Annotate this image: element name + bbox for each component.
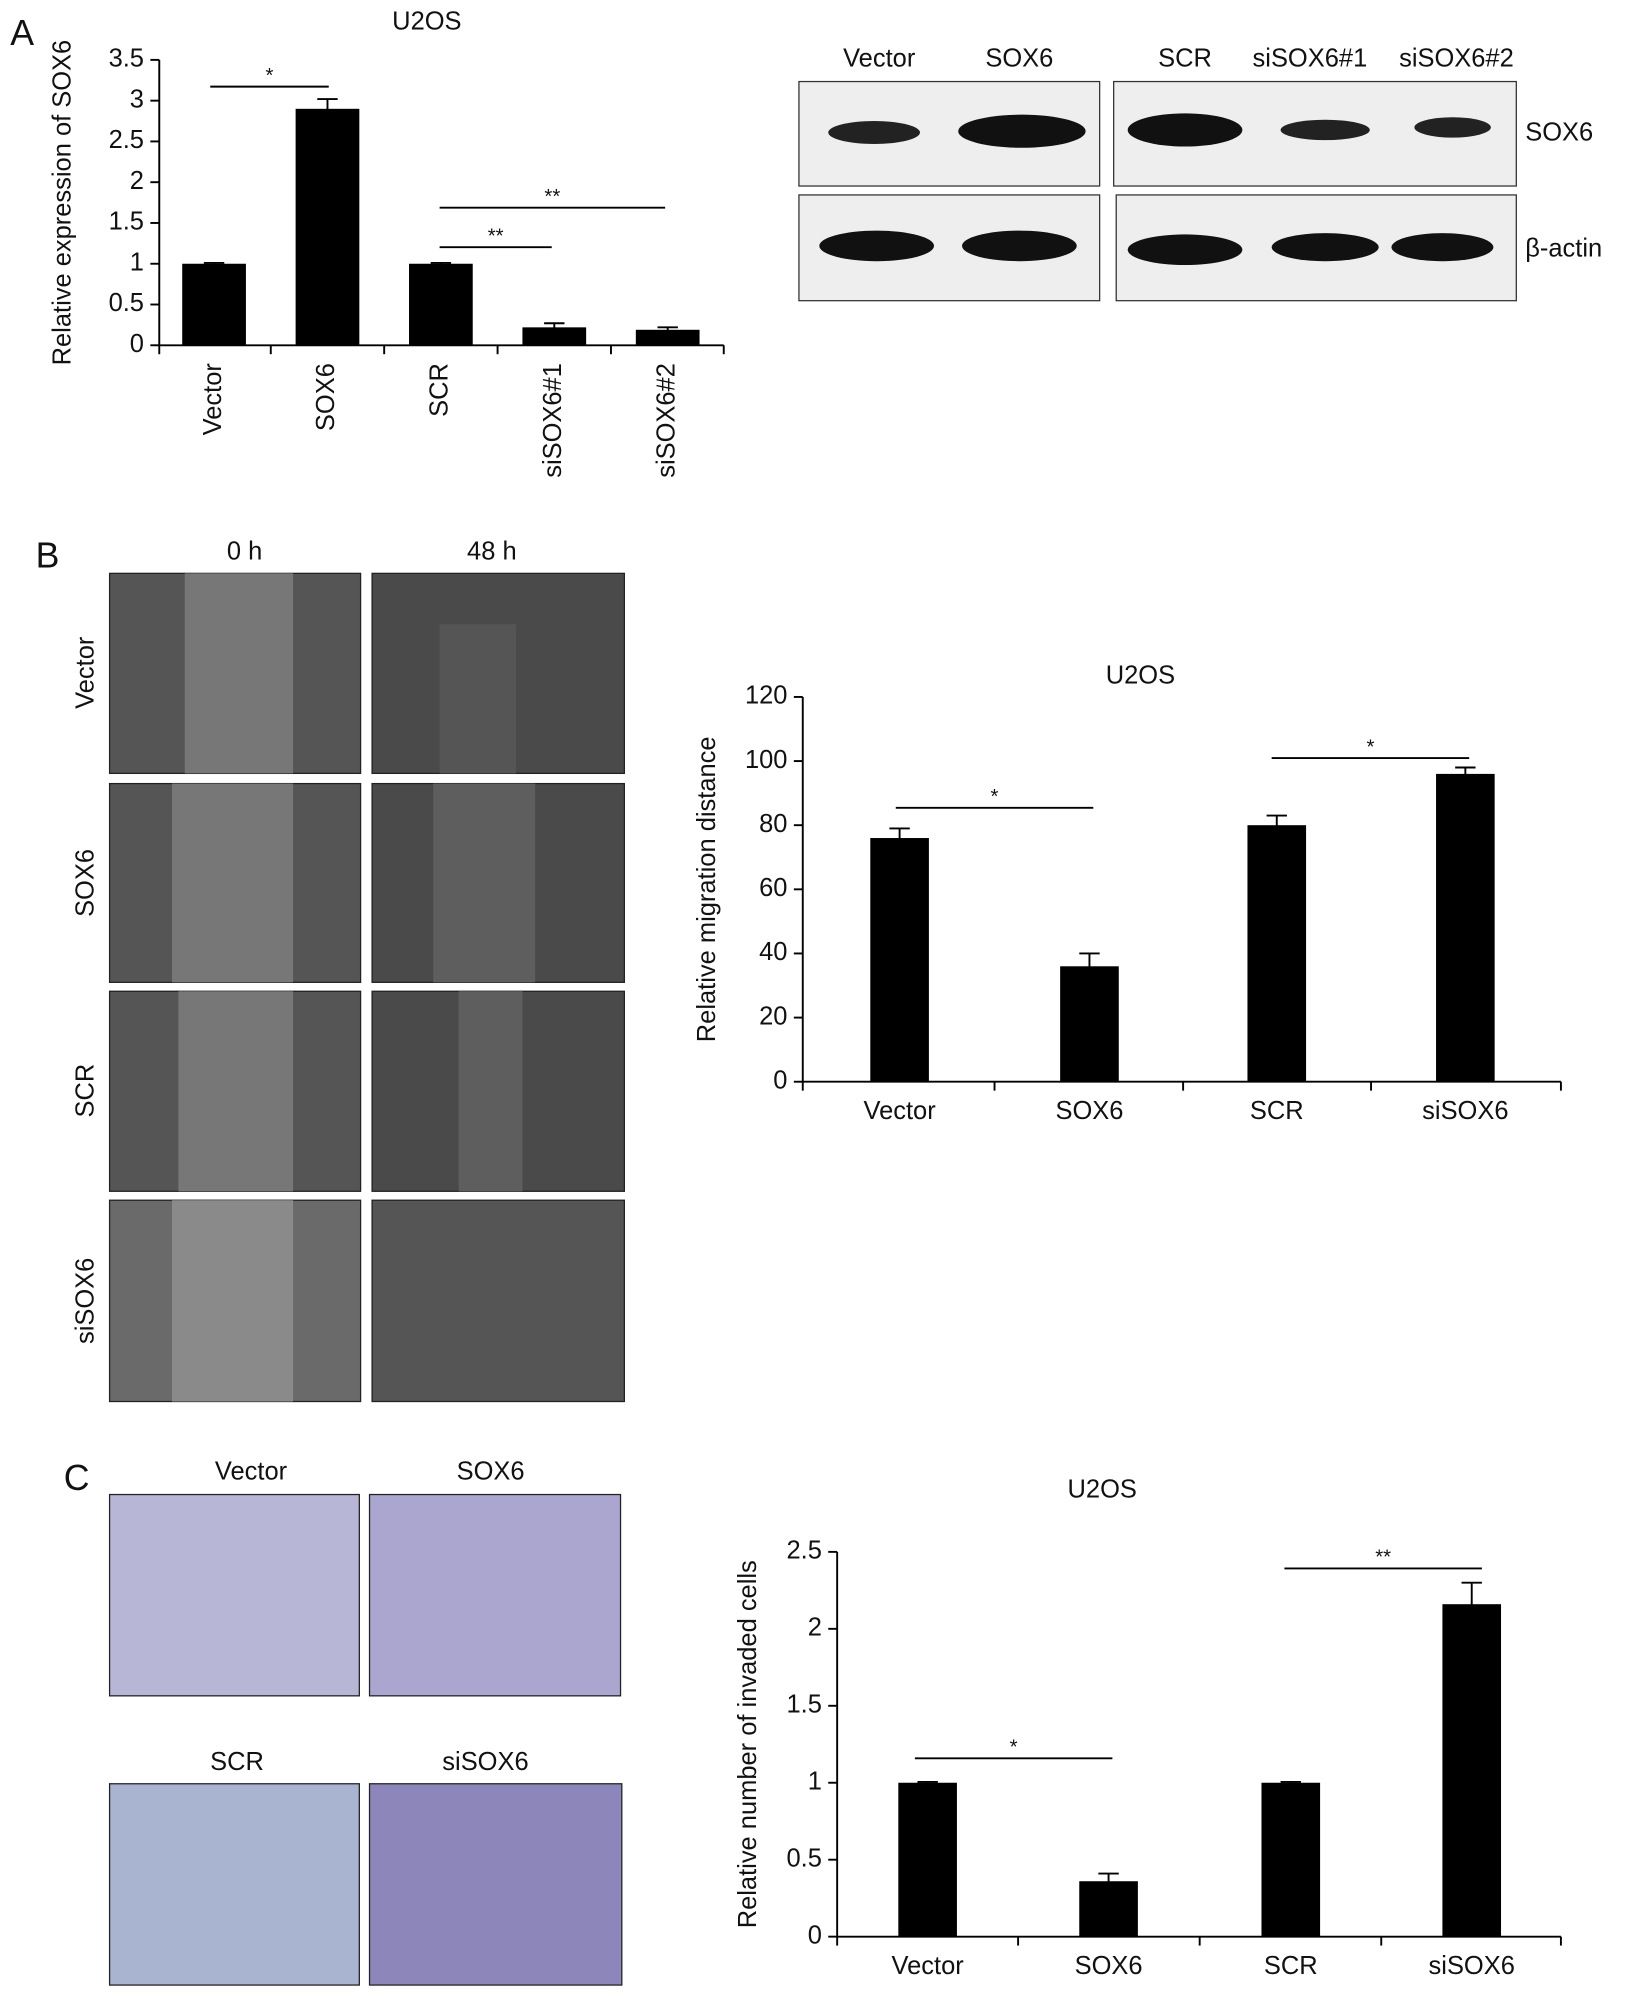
time-label: 0 h: [227, 538, 262, 566]
panel-label: B: [36, 535, 60, 575]
y-tick-label: 3: [130, 85, 144, 113]
significance-label: **: [544, 186, 560, 208]
blot-band: [1127, 234, 1243, 266]
panel-label: A: [10, 13, 34, 53]
chart-title: U2OS: [1068, 1475, 1137, 1503]
y-tick-label: 0: [130, 330, 144, 358]
blot-band: [828, 121, 920, 144]
significance-label: **: [1375, 1547, 1391, 1569]
chart-title: U2OS: [392, 8, 461, 36]
blot-band: [1127, 113, 1243, 147]
wound-images: [108, 572, 626, 1403]
x-tick-label: SCR: [1250, 1097, 1304, 1125]
significance-label: *: [1010, 1736, 1018, 1758]
x-tick-label: SOX6: [312, 363, 340, 431]
x-tick-label: SCR: [426, 363, 454, 417]
row-label: siSOX6: [71, 1258, 99, 1344]
image-label: siSOX6: [442, 1748, 528, 1776]
x-tick-label: siSOX6: [1429, 1952, 1515, 1980]
significance-label: *: [1366, 736, 1374, 758]
y-tick-label: 0.5: [109, 289, 144, 317]
bar: [635, 329, 700, 346]
y-tick-label: 0.5: [786, 1844, 821, 1872]
invasion-images: [108, 1493, 623, 1986]
x-tick-label: SOX6: [1055, 1097, 1123, 1125]
significance-label: *: [266, 65, 274, 87]
lane-label: SOX6: [985, 45, 1053, 73]
time-label: 48 h: [467, 538, 517, 566]
image-label: SCR: [210, 1748, 264, 1776]
x-tick-label: siSOX6: [1422, 1097, 1508, 1125]
y-tick-label: 2: [808, 1614, 822, 1642]
x-tick-label: Vector: [892, 1952, 965, 1980]
blot-band: [1271, 233, 1379, 262]
y-tick-label: 0: [773, 1066, 787, 1094]
x-tick-label: Vector: [199, 363, 227, 436]
x-tick-label: SOX6: [1075, 1952, 1143, 1980]
bar: [1060, 966, 1119, 1082]
y-tick-label: 3.5: [109, 45, 144, 73]
blot-band: [962, 230, 1077, 262]
y-tick-label: 20: [759, 1002, 787, 1030]
lane-label: siSOX6#1: [1253, 45, 1368, 73]
y-axis-label: Relative expression of SOX6: [48, 40, 76, 366]
bar: [182, 263, 246, 346]
x-tick-label: Vector: [863, 1097, 936, 1125]
bar: [898, 1782, 957, 1937]
panel-label: C: [64, 1458, 90, 1498]
bar: [870, 838, 929, 1082]
y-tick-label: 80: [759, 810, 787, 838]
band-label: β-actin: [1525, 234, 1602, 262]
blot-band: [1414, 117, 1491, 138]
row-label: SOX6: [71, 849, 99, 917]
bar: [1247, 825, 1307, 1082]
y-tick-label: 2.5: [109, 126, 144, 154]
bar: [1079, 1881, 1138, 1937]
image-label: SOX6: [457, 1458, 525, 1486]
y-tick-label: 0: [808, 1921, 822, 1949]
lane-label: siSOX6#2: [1399, 45, 1514, 73]
x-tick-label: siSOX6#2: [652, 363, 680, 478]
y-tick-label: 2.5: [786, 1537, 821, 1565]
bar: [1261, 1782, 1321, 1937]
bar: [409, 263, 473, 346]
bar: [295, 108, 360, 346]
y-tick-label: 1.5: [109, 208, 144, 236]
blot-band: [1391, 233, 1494, 262]
y-tick-label: 60: [759, 874, 787, 902]
bar: [522, 327, 587, 346]
x-tick-label: siSOX6#1: [539, 363, 567, 478]
layout: [108, 80, 1517, 1986]
image-label: Vector: [215, 1458, 288, 1486]
band-label: SOX6: [1525, 119, 1593, 147]
significance-label: **: [488, 225, 504, 247]
y-tick-label: 1: [130, 248, 144, 276]
row-label: Vector: [71, 636, 99, 709]
y-tick-label: 100: [745, 746, 788, 774]
row-label: SCR: [71, 1064, 99, 1118]
bar: [1442, 1604, 1502, 1937]
blot-band: [958, 114, 1086, 148]
blot-band: [1280, 119, 1370, 141]
y-axis-label: Relative number of invaded cells: [734, 1560, 762, 1928]
lane-label: Vector: [843, 45, 916, 73]
significance-label: *: [991, 786, 999, 808]
y-tick-label: 120: [745, 682, 788, 710]
chart-title: U2OS: [1106, 661, 1175, 689]
y-axis-label: Relative migration distance: [693, 736, 721, 1042]
y-tick-label: 1: [808, 1767, 822, 1795]
y-tick-label: 1.5: [786, 1691, 821, 1719]
lane-label: SCR: [1158, 45, 1212, 73]
blot-band: [819, 230, 935, 262]
y-tick-label: 40: [759, 938, 787, 966]
bar: [1436, 773, 1495, 1082]
y-tick-label: 2: [130, 167, 144, 195]
x-tick-label: SCR: [1264, 1952, 1318, 1980]
